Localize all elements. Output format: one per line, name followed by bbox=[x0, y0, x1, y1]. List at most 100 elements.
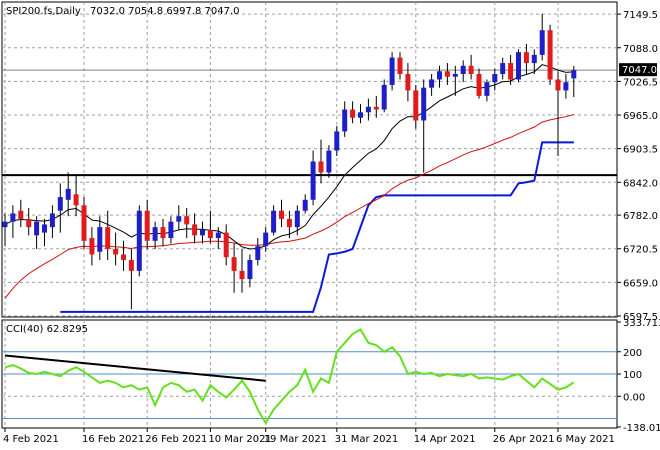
candle-body bbox=[318, 161, 324, 173]
price-axis: 7149.5 7088.0 7026.5 6965.0 6903.5 6842.0 6782… bbox=[617, 10, 658, 323]
candle-body bbox=[255, 246, 261, 260]
candle bbox=[516, 49, 521, 83]
price-tick-label: 6842.0 bbox=[623, 178, 658, 189]
current-price-label: 7047.0 bbox=[622, 65, 657, 76]
candle bbox=[105, 210, 111, 260]
candle-body bbox=[128, 259, 134, 271]
candle-body bbox=[286, 218, 292, 228]
candle bbox=[192, 213, 198, 244]
candle-body bbox=[34, 221, 40, 236]
candle bbox=[34, 216, 40, 250]
candle bbox=[563, 74, 569, 99]
candle bbox=[460, 60, 466, 83]
candle bbox=[113, 232, 119, 266]
candle-body bbox=[484, 82, 490, 96]
price-tick-label: 7088.0 bbox=[623, 44, 658, 55]
candle bbox=[263, 227, 269, 252]
candle bbox=[373, 95, 379, 118]
candle bbox=[49, 205, 55, 239]
candle bbox=[350, 101, 356, 124]
candle-body bbox=[105, 227, 111, 250]
candle-body bbox=[555, 79, 561, 91]
candle-body bbox=[223, 232, 229, 258]
candle-body bbox=[42, 224, 47, 233]
time-axis: 4 Feb 2021 16 Feb 2021 26 Feb 2021 10 Mar 2… bbox=[3, 428, 615, 445]
candle bbox=[89, 227, 95, 266]
candle bbox=[413, 84, 419, 129]
candle bbox=[10, 205, 16, 239]
candle bbox=[136, 205, 142, 277]
candle-body bbox=[176, 216, 182, 222]
candle-body bbox=[421, 87, 427, 121]
candle-body bbox=[523, 52, 529, 64]
candle bbox=[302, 194, 308, 214]
candle-body bbox=[508, 63, 514, 80]
candle bbox=[81, 197, 87, 250]
cci-tick-label: 0.00 bbox=[623, 392, 645, 403]
candle-body bbox=[365, 106, 371, 113]
candle-body bbox=[460, 65, 466, 75]
candle bbox=[444, 63, 450, 85]
candle-body bbox=[310, 161, 316, 200]
candle bbox=[184, 207, 190, 239]
candle-body bbox=[263, 232, 269, 247]
candle-body bbox=[81, 205, 87, 241]
candle-body bbox=[73, 194, 79, 206]
price-tick-label: 6659.0 bbox=[623, 278, 658, 289]
price-pane-frame bbox=[1, 1, 618, 318]
cci-series bbox=[4, 328, 575, 425]
candle-body bbox=[160, 227, 166, 239]
cci-line bbox=[4, 328, 575, 425]
candle bbox=[500, 57, 506, 80]
candle-body bbox=[563, 82, 569, 91]
candle bbox=[65, 172, 71, 217]
candle-body bbox=[247, 259, 253, 280]
candle-body bbox=[113, 249, 119, 255]
price-tick-label: 6903.5 bbox=[623, 145, 658, 156]
candle bbox=[437, 65, 442, 88]
trailing-stop-path bbox=[60, 141, 574, 313]
candle bbox=[160, 218, 166, 247]
candle-body bbox=[231, 257, 237, 271]
candle-body bbox=[413, 90, 419, 121]
price-tick-label: 6782.0 bbox=[623, 211, 658, 222]
cci-tick-label: 100 bbox=[623, 370, 642, 381]
candle-body bbox=[571, 70, 577, 79]
candle-body bbox=[65, 188, 71, 200]
candle-body bbox=[184, 216, 190, 225]
time-tick-label: 19 Mar 2021 bbox=[264, 434, 327, 445]
ohlc-readout: 7032.0 7054.8 6997.8 7047.0 bbox=[90, 6, 240, 17]
candle bbox=[571, 65, 577, 98]
candle bbox=[539, 13, 545, 61]
price-tick-label: 6965.0 bbox=[623, 111, 658, 122]
cci-levels bbox=[2, 351, 617, 420]
price-tick-label: 7149.5 bbox=[623, 10, 658, 21]
candle bbox=[326, 145, 332, 178]
candle bbox=[405, 63, 411, 102]
candle-body bbox=[326, 150, 332, 173]
candle bbox=[255, 238, 261, 266]
cci-grid bbox=[4, 320, 559, 428]
candlesticks bbox=[2, 13, 577, 310]
candle-body bbox=[18, 210, 24, 219]
candle bbox=[271, 205, 277, 236]
candle-body bbox=[429, 79, 435, 88]
candle bbox=[492, 68, 498, 91]
cci-title: CCI(40) 62.8295 bbox=[6, 324, 88, 335]
candle bbox=[294, 205, 300, 236]
candle-body bbox=[192, 224, 198, 236]
candle bbox=[121, 240, 126, 271]
price-grid bbox=[2, 2, 617, 317]
candle-body bbox=[294, 210, 300, 228]
candle-body bbox=[468, 65, 474, 75]
candle bbox=[334, 125, 340, 157]
candle bbox=[508, 54, 514, 85]
candle bbox=[239, 249, 245, 293]
candle-body bbox=[2, 221, 8, 228]
price-pane: 7149.5 7088.0 7026.5 6965.0 6903.5 6842.0 6782… bbox=[1, 1, 658, 323]
candle bbox=[468, 54, 474, 80]
candle-body bbox=[136, 210, 142, 271]
candle bbox=[531, 49, 537, 75]
candle bbox=[128, 249, 134, 310]
